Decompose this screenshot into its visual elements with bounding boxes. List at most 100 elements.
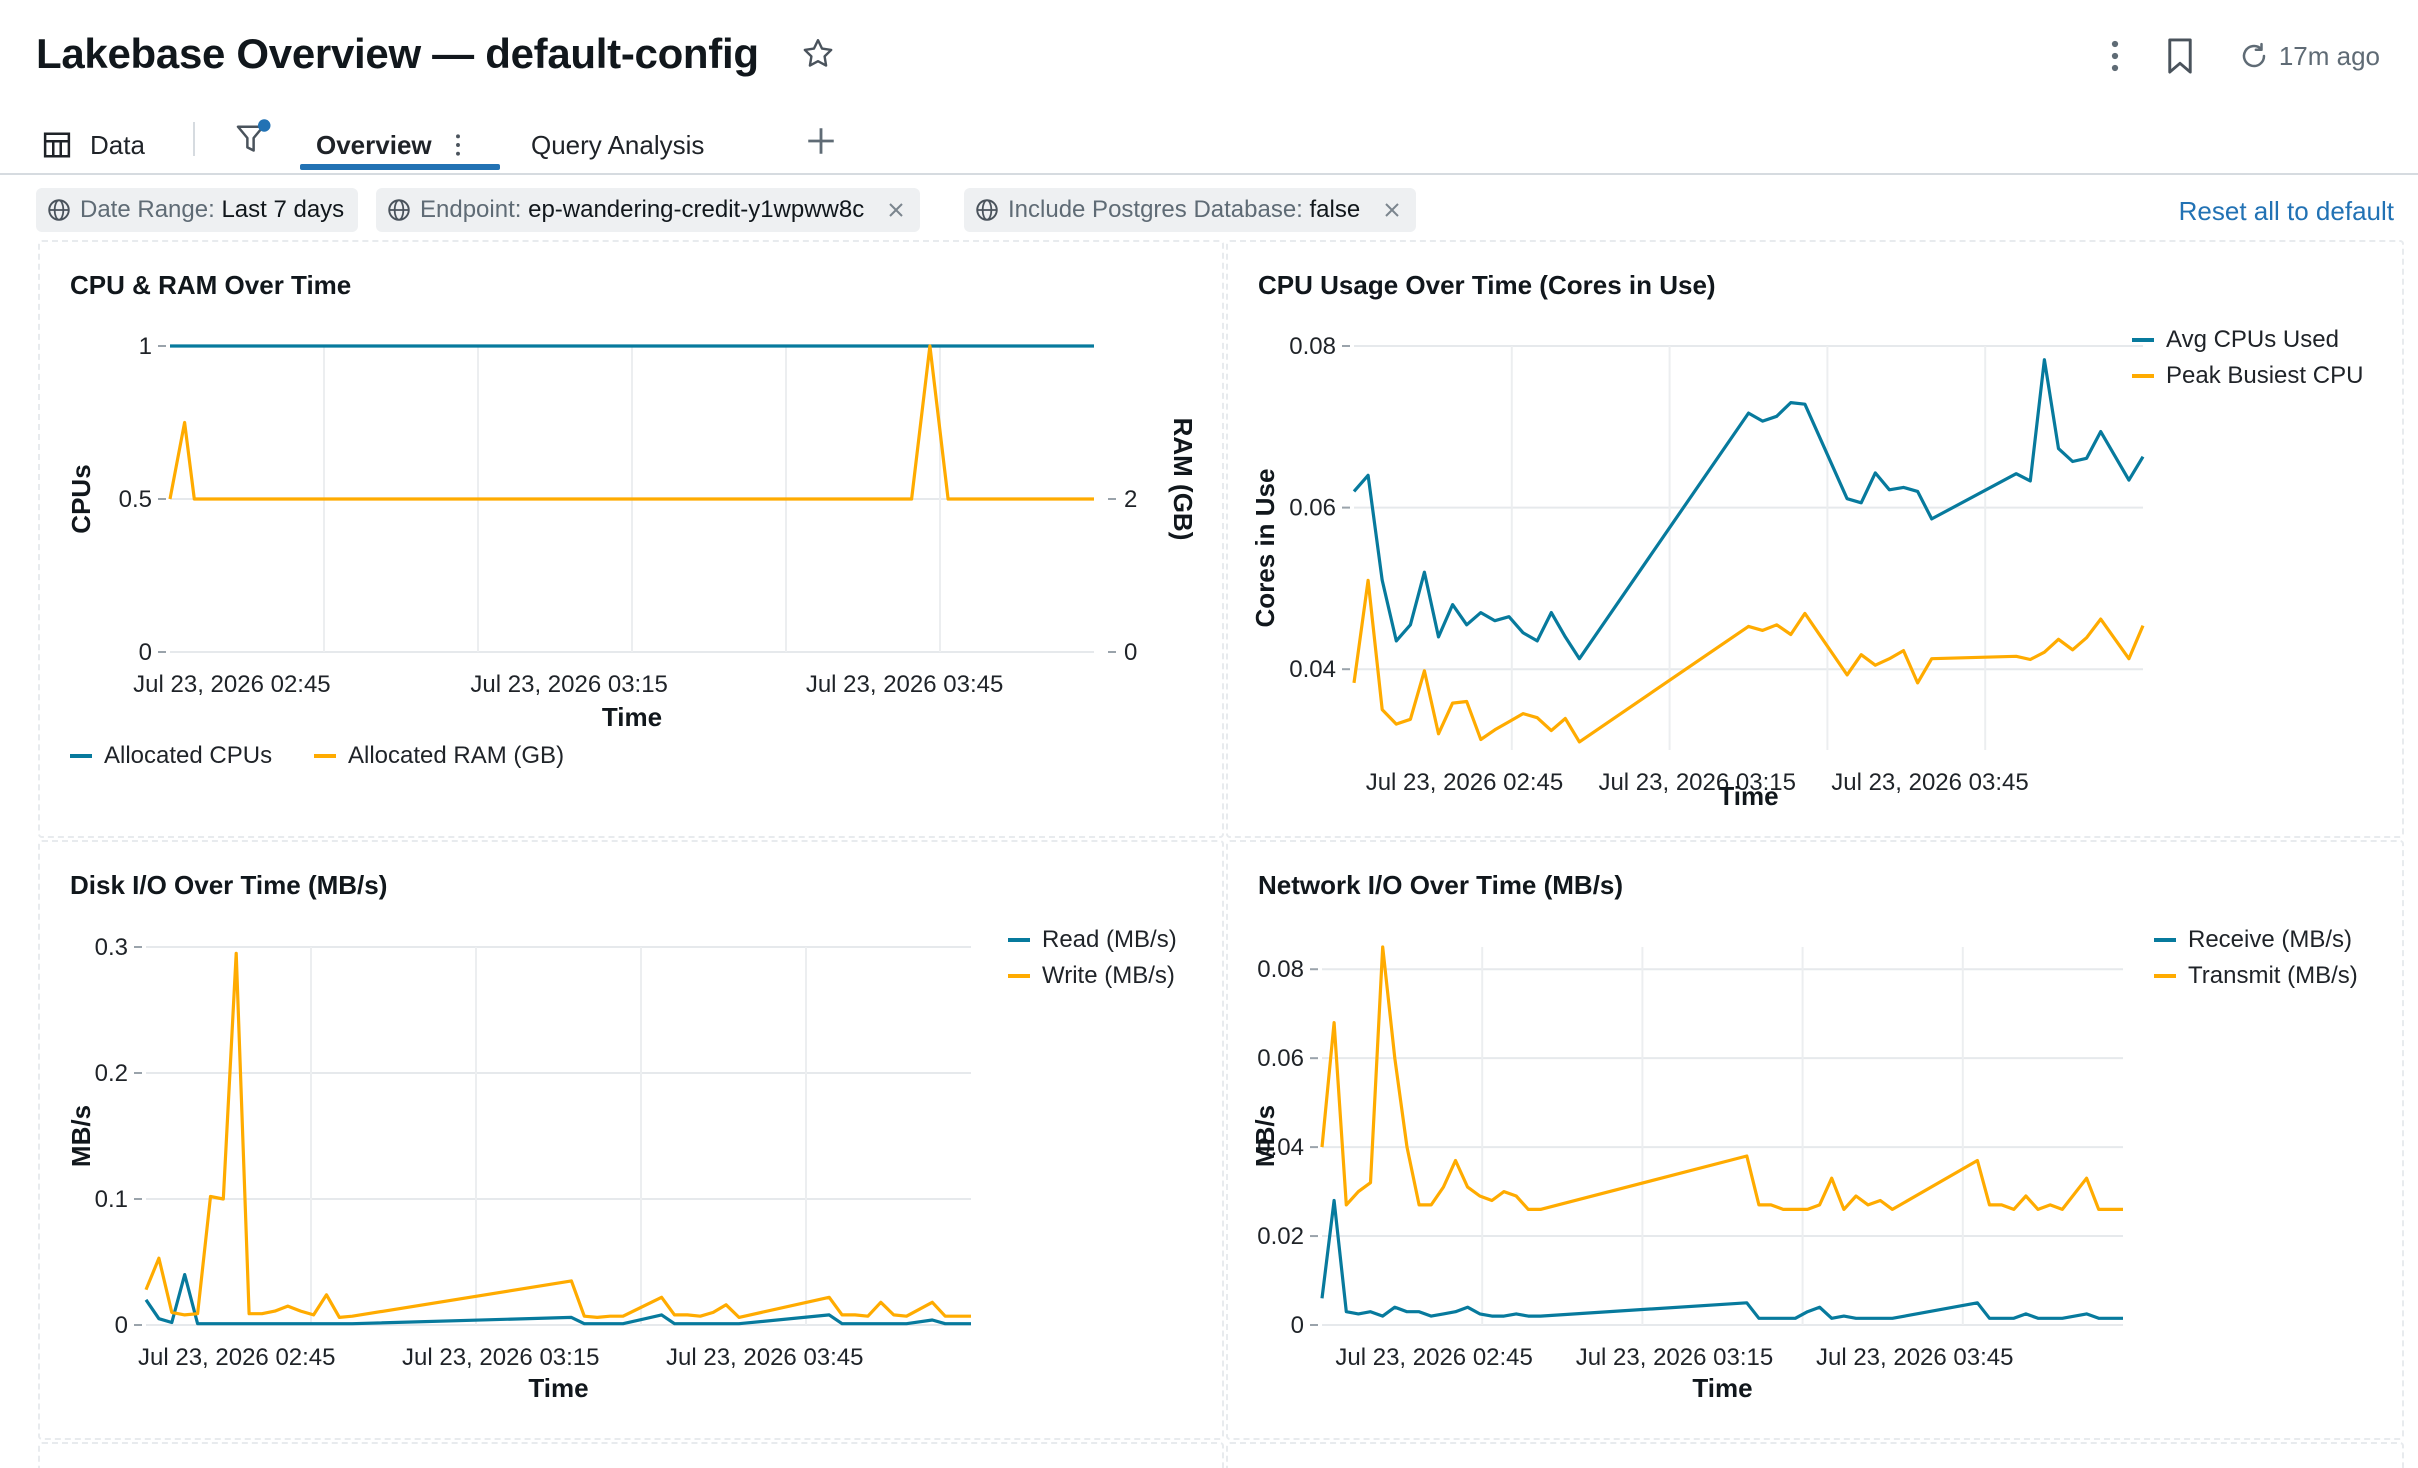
y-axis-label: Cores in Use — [1250, 469, 1280, 628]
legend-label: Avg CPUs Used — [2166, 326, 2339, 353]
remove-filter-icon[interactable] — [1382, 200, 1402, 220]
cpu-usage-panel: CPU Usage Over Time (Cores in Use) 0.04 0… — [1226, 240, 2404, 838]
x-tick-label: Jul 23, 2026 03:45 — [1816, 1344, 2014, 1371]
filter-value: false — [1309, 196, 1361, 223]
dashboard-header: Lakebase Overview — default-config 17m a… — [0, 0, 2418, 115]
legend-item[interactable]: Receive (MB/s) — [2154, 926, 2352, 954]
disk-io-panel: Disk I/O Over Time (MB/s) 0 0.1 0.2 0.3 Jul … — [38, 840, 1224, 1440]
reset-filters-link[interactable]: Reset all to default — [2178, 196, 2394, 226]
network-io-chart: 0 0.02 0.04 0.06 0.08 Jul 23, 2026 02:45 Jul 2… — [1250, 945, 2123, 1403]
series-line — [1320, 1198, 2123, 1320]
series-line — [168, 344, 1094, 501]
x-axis-label: Time — [1692, 1373, 1752, 1403]
legend-swatch — [1008, 974, 1030, 978]
x-tick-label: Jul 23, 2026 03:15 — [1576, 1344, 1774, 1371]
legend-swatch — [1008, 938, 1030, 942]
x-axis-label: Time — [602, 702, 662, 732]
disk-io-chart: 0 0.1 0.2 0.3 Jul 23, 2026 02:45 Jul 23, 2026… — [66, 934, 971, 1403]
x-tick-label: Jul 23, 2026 03:45 — [1831, 769, 2029, 796]
panel-placeholder — [1226, 1442, 2404, 1468]
bookmark-icon[interactable] — [2165, 37, 2195, 75]
legend-item[interactable]: Avg CPUs Used — [2132, 326, 2339, 354]
legend-item[interactable]: Allocated CPUs — [70, 742, 272, 770]
filter-icon[interactable] — [234, 118, 272, 158]
legend-swatch — [2132, 338, 2154, 342]
y2-tick-label: 2 — [1124, 486, 1137, 513]
x-tick-label: Jul 23, 2026 03:45 — [806, 671, 1004, 698]
cpu-ram-chart: 0 0.5 1 Jul 23, 2026 02:45 Jul 23, 2026 03:1… — [66, 333, 1198, 732]
favorite-star-icon[interactable] — [800, 36, 836, 72]
x-tick-label: Jul 23, 2026 03:15 — [1598, 769, 1796, 796]
legend-swatch — [2154, 974, 2176, 978]
tab-data-label: Data — [90, 129, 145, 160]
y-tick-label: 0.1 — [95, 1186, 128, 1213]
x-axis-label: Time — [1718, 781, 1778, 811]
legend-swatch — [2132, 374, 2154, 378]
x-tick-label: Jul 23, 2026 02:45 — [138, 1344, 336, 1371]
page-title: Lakebase Overview — default-config — [36, 30, 759, 77]
tab-query-analysis[interactable]: Query Analysis — [531, 123, 704, 167]
add-page-icon[interactable] — [804, 124, 838, 158]
x-tick-label: Jul 23, 2026 03:45 — [666, 1344, 864, 1371]
filter-chip-include-postgres[interactable]: Include Postgres Database: false — [964, 188, 1417, 232]
tab-overview[interactable]: Overview — [316, 123, 464, 167]
y-tick-label: 0.06 — [1289, 495, 1336, 522]
globe-icon — [388, 199, 410, 221]
tab-options-icon[interactable] — [452, 132, 464, 158]
page-tabs — [0, 115, 2418, 175]
panel-title: CPU & RAM Over Time — [70, 270, 352, 300]
legend-swatch — [314, 754, 336, 758]
legend-swatch — [70, 754, 92, 758]
y-tick-label: 0.04 — [1289, 656, 1336, 683]
refresh-icon[interactable] — [2239, 41, 2269, 71]
y-tick-label: 0.2 — [95, 1060, 128, 1087]
legend-item[interactable]: Write (MB/s) — [1008, 962, 1175, 990]
filter-value: Last 7 days — [221, 196, 345, 223]
legend-swatch — [2154, 938, 2176, 942]
cpu-ram-panel: CPU & RAM Over Time 0 0.5 1 Jul 23, 2026 02… — [38, 240, 1224, 838]
y2-tick-label: 0 — [1124, 639, 1137, 666]
filter-key: Endpoint: — [420, 196, 522, 223]
y-tick-label: 0.04 — [1257, 1134, 1304, 1161]
globe-icon — [976, 199, 998, 221]
y-tick-label: 0 — [139, 639, 152, 666]
series-line — [1320, 945, 2123, 1211]
series-line — [144, 951, 971, 1319]
legend-label: Peak Busiest CPU — [2166, 362, 2364, 389]
filter-chip-endpoint[interactable]: Endpoint: ep-wandering-credit-y1wpww8c — [376, 188, 921, 232]
filter-key: Include Postgres Database: — [1008, 196, 1303, 223]
filter-chip-date-range[interactable]: Date Range: Last 7 days — [36, 188, 359, 232]
globe-icon — [48, 199, 70, 221]
panel-title: CPU Usage Over Time (Cores in Use) — [1258, 270, 1716, 300]
series-line — [1352, 358, 2145, 661]
table-icon — [43, 132, 71, 158]
legend-label: Allocated CPUs — [104, 742, 273, 769]
legend-label: Transmit (MB/s) — [2188, 962, 2358, 989]
last-refreshed-text: 17m ago — [2278, 40, 2380, 71]
x-tick-label: Jul 23, 2026 02:45 — [133, 671, 331, 698]
series-line — [1352, 578, 2145, 744]
legend-label: Read (MB/s) — [1042, 926, 1177, 953]
legend-item[interactable]: Transmit (MB/s) — [2154, 962, 2358, 990]
x-axis-label: Time — [528, 1373, 588, 1403]
y-tick-label: 0 — [1291, 1312, 1304, 1339]
tab-data[interactable]: Data — [42, 123, 145, 167]
filter-bar: Date Range: Last 7 days Endpoint: ep-wan… — [0, 188, 2418, 234]
y-tick-label: 0.3 — [95, 934, 128, 961]
y-tick-label: 0.02 — [1257, 1223, 1304, 1250]
y-tick-label: 0.08 — [1257, 956, 1304, 983]
legend-item[interactable]: Read (MB/s) — [1008, 926, 1177, 954]
more-options-icon[interactable] — [2105, 38, 2125, 74]
legend-item[interactable]: Allocated RAM (GB) — [314, 742, 564, 770]
y-axis-label: MB/s — [66, 1105, 96, 1167]
legend-item[interactable]: Peak Busiest CPU — [2132, 362, 2363, 390]
legend-label: Write (MB/s) — [1042, 962, 1175, 989]
remove-filter-icon[interactable] — [886, 200, 906, 220]
y2-axis-label: RAM (GB) — [1168, 418, 1198, 541]
x-tick-label: Jul 23, 2026 03:15 — [402, 1344, 600, 1371]
x-tick-label: Jul 23, 2026 02:45 — [1366, 769, 1564, 796]
filter-value: ep-wandering-credit-y1wpww8c — [528, 196, 865, 223]
x-tick-label: Jul 23, 2026 03:15 — [470, 671, 668, 698]
series-line — [144, 1273, 971, 1326]
active-tab-indicator — [300, 164, 500, 170]
